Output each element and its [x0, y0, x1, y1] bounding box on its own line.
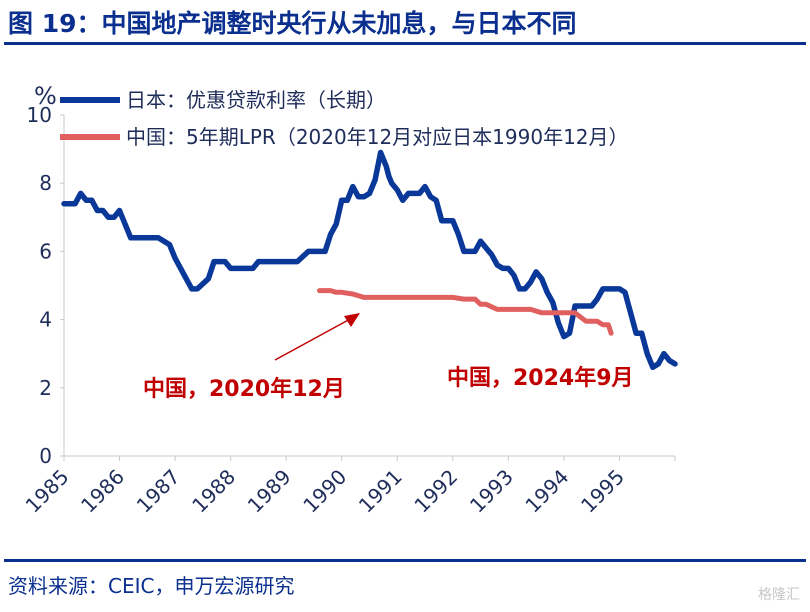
x-tick-label: 1989 [243, 465, 296, 518]
x-tick-label: 1990 [298, 465, 351, 518]
y-tick-label: 0 [39, 444, 52, 468]
x-tick-label: 1986 [76, 465, 129, 518]
line-chart: 0 2 4 6 8 10 1985 1986 1987 1988 1989 1990 1991 1992… [21, 82, 678, 518]
series-line-china [317, 288, 614, 336]
annotation-arrow [274, 317, 353, 361]
y-tick-label: 4 [39, 308, 52, 332]
page-title: 图 19：中国地产调整时央行从未加息，与日本不同 [8, 9, 577, 38]
x-tick-label: 1991 [354, 465, 407, 518]
chart-legend: 日本：优惠贷款利率（长期） 中国：5年期LPR（2020年12月对应日本1990… [60, 88, 629, 149]
annotation-china-2020-12: 中国，2020年12月 [143, 376, 345, 402]
annotation-arrow-head [344, 313, 360, 327]
chart-axes [60, 114, 676, 461]
y-tick-labels: 0 2 4 6 8 10 [27, 103, 52, 468]
annotation-china-2024-09: 中国，2024年9月 [447, 365, 634, 391]
y-tick-label: 6 [39, 239, 52, 263]
legend-label-japan: 日本：优惠贷款利率（长期） [126, 88, 386, 112]
x-tick-label: 1994 [520, 465, 573, 518]
watermark: 格隆汇 [758, 587, 800, 603]
x-tick-label: 1988 [187, 465, 240, 518]
y-axis-unit: % [34, 82, 57, 110]
legend-label-china: 中国：5年期LPR（2020年12月对应日本1990年12月） [126, 125, 629, 149]
x-tick-label: 1995 [576, 465, 629, 518]
x-tick-label: 1985 [21, 465, 74, 518]
series-line-japan [61, 149, 678, 371]
footer-divider [4, 559, 806, 562]
chart-series [61, 149, 678, 371]
x-tick-label: 1993 [465, 465, 518, 518]
x-tick-label: 1992 [409, 465, 462, 518]
y-tick-label: 10 [27, 103, 52, 127]
y-tick-label: 2 [39, 376, 52, 400]
source-note: 资料来源：CEIC，申万宏源研究 [8, 574, 295, 598]
y-tick-label: 8 [39, 171, 52, 195]
title-divider [4, 42, 806, 45]
x-tick-label: 1987 [132, 465, 185, 518]
chart-annotations: 中国，2020年12月 中国，2024年9月 [143, 313, 634, 402]
x-tick-labels: 1985 1986 1987 1988 1989 1990 1991 1992 1993 1994… [21, 465, 629, 518]
